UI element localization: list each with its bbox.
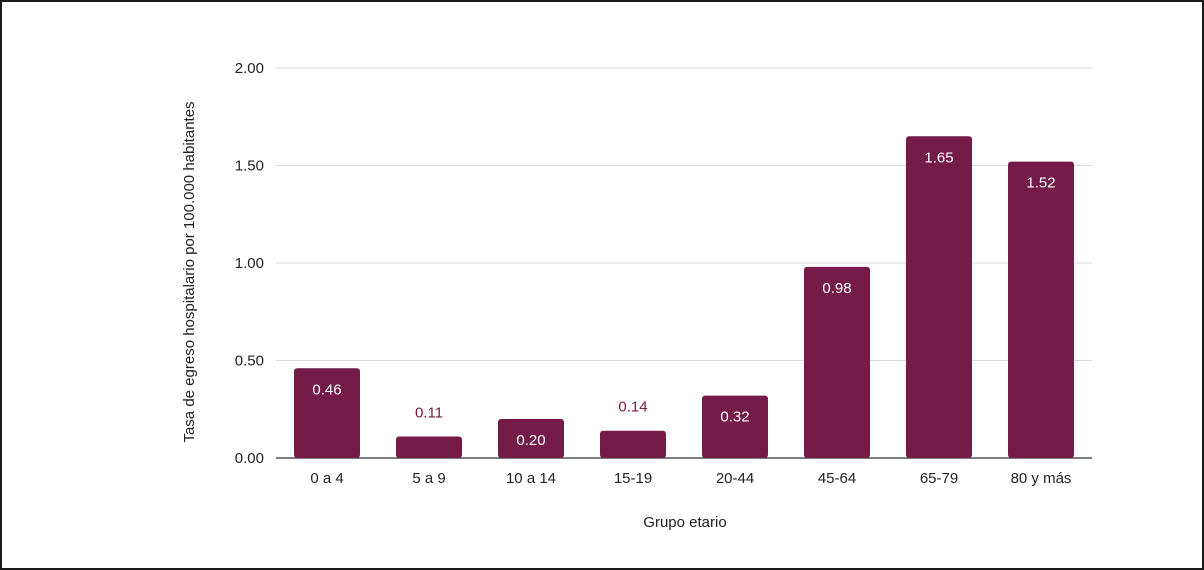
bar-data-label: 0.20 [516, 432, 545, 449]
bar [702, 395, 768, 458]
x-tick-label: 15-19 [614, 470, 652, 487]
bar [396, 436, 462, 458]
y-axis-ticks: 0.00 0.50 1.00 1.50 2.00 [235, 60, 264, 467]
bar [294, 368, 360, 458]
bar [600, 430, 666, 458]
y-axis-title: Tasa de egreso hospitalario por 100.000 … [181, 101, 198, 442]
bars [294, 136, 1074, 458]
x-tick-label: 5 a 9 [412, 470, 445, 487]
x-tick-label: 65-79 [920, 470, 958, 487]
x-tick-label: 0 a 4 [310, 470, 343, 487]
bar [498, 419, 564, 458]
y-tick-label: 1.00 [235, 255, 264, 272]
y-tick-label: 0.50 [235, 353, 264, 370]
bar-data-label: 0.46 [312, 381, 341, 398]
bar-data-label: 0.11 [415, 405, 443, 422]
bar-data-label: 1.52 [1026, 175, 1055, 192]
bar [804, 266, 870, 458]
y-tick-label: 1.50 [235, 158, 264, 175]
x-axis-title: Grupo etario [643, 514, 726, 531]
bar-data-label: 1.65 [924, 149, 953, 166]
bar-data-label: 0.14 [618, 399, 647, 416]
x-tick-label: 80 y más [1011, 470, 1072, 487]
x-tick-label: 20-44 [716, 470, 754, 487]
x-tick-label: 45-64 [818, 470, 856, 487]
bar [1008, 161, 1074, 458]
y-tick-label: 2.00 [235, 60, 264, 77]
y-tick-label: 0.00 [235, 450, 264, 467]
bar [906, 136, 972, 458]
x-axis-ticks: 0 a 4 5 a 9 10 a 14 15-19 20-44 45-64 65-79 80 … [310, 470, 1071, 487]
x-tick-label: 10 a 14 [506, 470, 556, 487]
bar-data-label: 0.98 [822, 280, 851, 297]
bar-data-label: 0.32 [720, 409, 749, 426]
bar-data-labels: 0.46 0.11 0.20 0.14 0.32 0.98 1.65 1.52 [312, 149, 1055, 449]
